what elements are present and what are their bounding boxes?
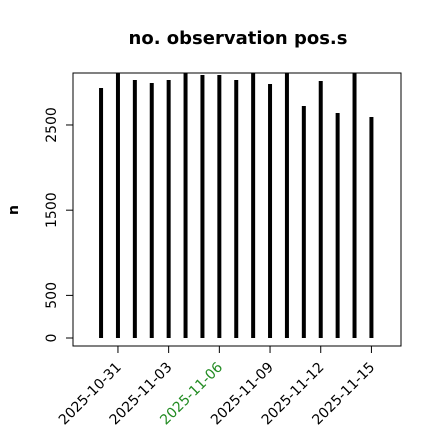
y-tick-label: 2500 (44, 107, 60, 143)
y-tick-label: 0 (44, 334, 60, 343)
chart-title: no. observation pos.s (129, 28, 348, 49)
y-tick-label: 1500 (44, 192, 60, 228)
bars (99, 73, 374, 338)
y-tick-label: 500 (44, 282, 60, 309)
y-axis-label: n (6, 205, 22, 215)
plot-box (72, 72, 402, 347)
